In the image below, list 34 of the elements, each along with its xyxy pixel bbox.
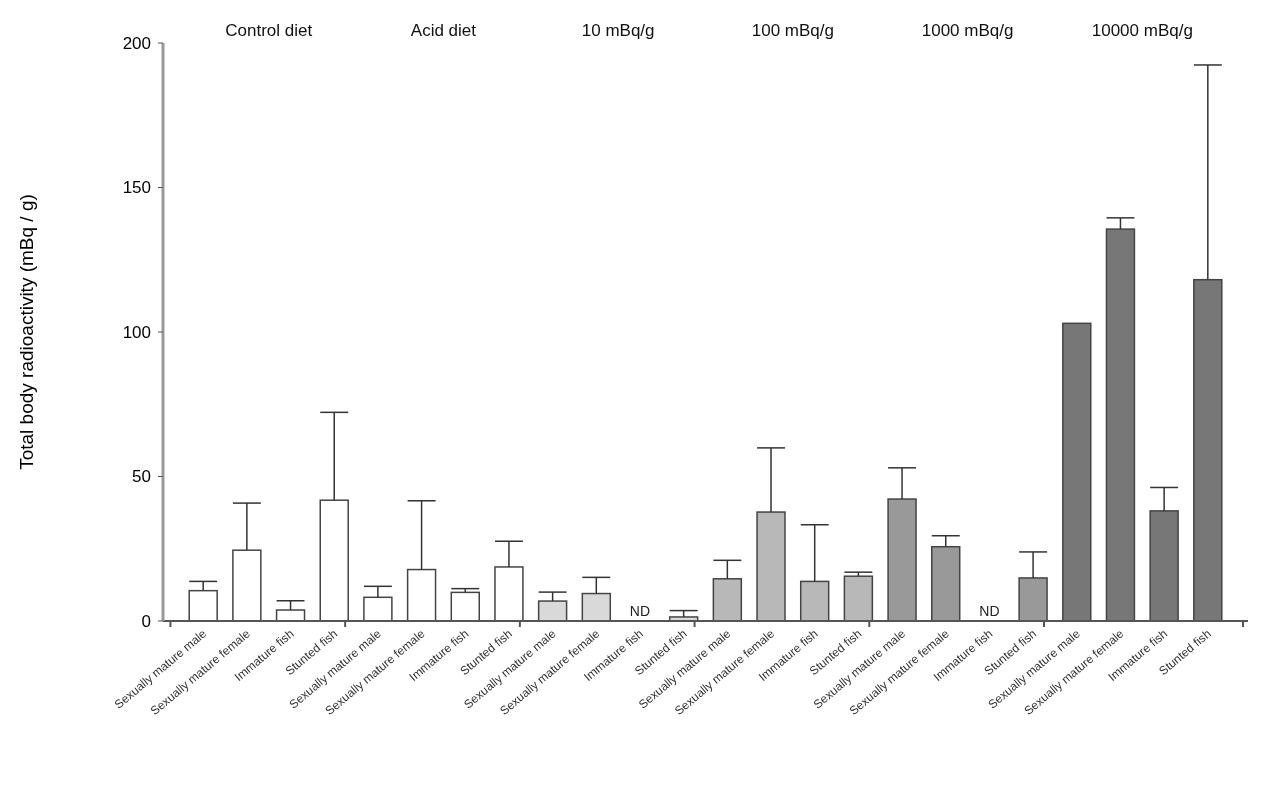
bar — [1018, 577, 1048, 622]
bar — [712, 578, 743, 622]
text: 10 mBq/g — [581, 21, 655, 40]
y-tick-label: 100 — [122, 322, 151, 342]
y-tick-label: 50 — [132, 467, 151, 487]
bar — [1193, 278, 1223, 622]
bar — [406, 568, 437, 622]
bar — [887, 498, 917, 622]
bar — [363, 596, 393, 622]
bar — [581, 592, 612, 622]
y-axis-title: Total body radioactivity (mBq / g) — [16, 194, 37, 470]
text: Control diet — [225, 21, 313, 40]
bar — [537, 600, 568, 622]
text: 100 mBq/g — [751, 21, 834, 40]
text: ND — [629, 603, 651, 619]
bar — [843, 575, 874, 622]
bar — [188, 589, 218, 622]
bar — [319, 499, 349, 622]
text: 1000 mBq/g — [921, 21, 1014, 40]
bar — [494, 566, 524, 622]
bar — [799, 580, 830, 622]
bar — [1062, 322, 1092, 622]
y-tick-label: 0 — [141, 611, 151, 631]
bar — [931, 545, 961, 622]
text: 10000 mBq/g — [1091, 21, 1193, 40]
y-tick-label: 150 — [122, 178, 151, 198]
text: Acid diet — [410, 21, 477, 40]
y-tick-label: 200 — [122, 33, 151, 53]
bar — [232, 549, 262, 622]
bar — [450, 591, 480, 622]
text: ND — [979, 603, 1000, 619]
bar — [1149, 510, 1179, 622]
bar — [756, 511, 786, 622]
bar — [1105, 228, 1136, 622]
